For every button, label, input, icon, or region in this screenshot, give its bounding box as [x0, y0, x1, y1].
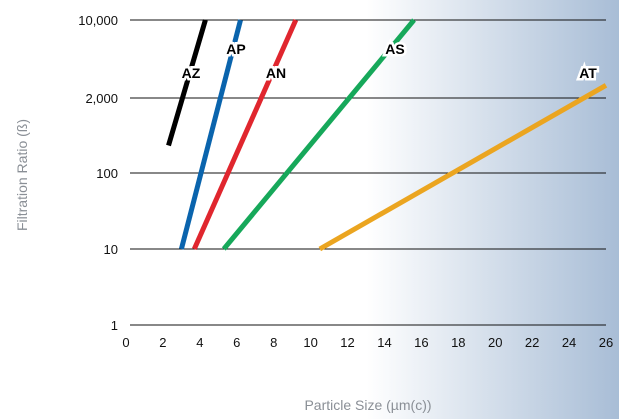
x-tick-label: 8 [270, 335, 277, 350]
x-tick-label: 20 [488, 335, 502, 350]
series-line-ap [178, 19, 243, 250]
series-line-as [221, 18, 416, 251]
x-tick-label: 22 [525, 335, 539, 350]
series-line-at [318, 83, 608, 252]
x-tick-label: 4 [196, 335, 203, 350]
x-tick-label: 16 [414, 335, 428, 350]
y-tick-label: 1 [111, 318, 118, 333]
x-axis-title: Particle Size (µm(c)) [304, 397, 431, 413]
series-layer [166, 18, 608, 252]
series-label-layer: AZ AP AN AS AT [179, 39, 600, 84]
x-tick-label: 26 [599, 335, 613, 350]
y-tick-label: 2,000 [85, 91, 118, 106]
x-tick-label: 2 [159, 335, 166, 350]
y-axis-title: Filtration Ratio (ß) [14, 119, 30, 231]
series-label-at: AT [579, 65, 597, 81]
series-line-az [166, 19, 208, 147]
series-label-az: AZ [182, 65, 201, 81]
x-tick-label: 14 [377, 335, 391, 350]
series-label-ap: AP [226, 41, 245, 57]
series-label-as: AS [385, 41, 404, 57]
y-tick-label: 100 [96, 166, 118, 181]
x-tick-label: 0 [122, 335, 129, 350]
series-label-an: AN [266, 65, 286, 81]
x-tick-label: 12 [340, 335, 354, 350]
x-tick-label: 18 [451, 335, 465, 350]
y-tick-label: 10 [104, 242, 118, 257]
y-tick-label: 10,000 [78, 13, 118, 28]
x-tick-label: 10 [303, 335, 317, 350]
series-line-an [192, 18, 299, 251]
x-tick-label: 6 [233, 335, 240, 350]
grid-layer [130, 19, 606, 326]
x-tick-label: 24 [562, 335, 576, 350]
